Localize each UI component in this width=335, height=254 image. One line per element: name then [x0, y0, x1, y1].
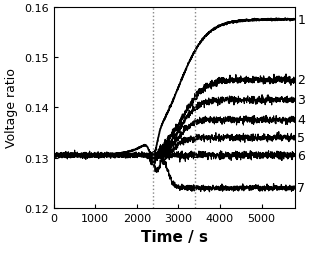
- Text: 4: 4: [297, 114, 305, 127]
- Text: 5: 5: [297, 132, 305, 145]
- Text: 7: 7: [297, 182, 305, 195]
- Text: 1: 1: [297, 14, 305, 27]
- Y-axis label: Voltage ratio: Voltage ratio: [5, 68, 18, 148]
- Text: 6: 6: [297, 149, 305, 162]
- Text: 2: 2: [297, 74, 305, 87]
- Text: 3: 3: [297, 94, 305, 107]
- X-axis label: Time / s: Time / s: [141, 229, 208, 244]
